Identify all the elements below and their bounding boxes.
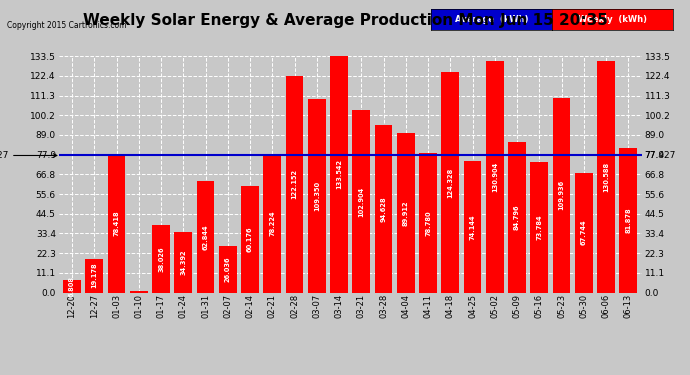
Text: 67.744: 67.744 bbox=[581, 220, 586, 245]
Bar bbox=[152, 225, 170, 292]
Text: 34.392: 34.392 bbox=[180, 249, 186, 275]
Text: 77.427: 77.427 bbox=[644, 151, 676, 160]
Bar bbox=[464, 161, 482, 292]
Text: 94.628: 94.628 bbox=[381, 196, 386, 222]
Text: 6.808: 6.808 bbox=[69, 276, 75, 297]
Bar bbox=[219, 246, 237, 292]
Text: 84.796: 84.796 bbox=[514, 205, 520, 230]
Bar bbox=[375, 125, 393, 292]
Bar bbox=[553, 98, 571, 292]
Text: Weekly  (kWh): Weekly (kWh) bbox=[578, 15, 647, 24]
Text: 130.588: 130.588 bbox=[603, 162, 609, 192]
Text: 77.427: 77.427 bbox=[0, 151, 57, 160]
Bar bbox=[442, 72, 460, 292]
Text: 81.878: 81.878 bbox=[625, 207, 631, 233]
Bar bbox=[86, 258, 104, 292]
Text: Copyright 2015 Cartronics.com: Copyright 2015 Cartronics.com bbox=[7, 21, 126, 30]
Text: 38.026: 38.026 bbox=[158, 246, 164, 272]
Text: 78.780: 78.780 bbox=[425, 210, 431, 236]
Bar bbox=[330, 56, 348, 292]
Text: 109.936: 109.936 bbox=[559, 180, 564, 210]
Text: 74.144: 74.144 bbox=[470, 214, 475, 240]
Text: Average  (kWh): Average (kWh) bbox=[455, 15, 529, 24]
Bar bbox=[308, 99, 326, 292]
Text: 78.224: 78.224 bbox=[269, 210, 275, 236]
Bar bbox=[241, 186, 259, 292]
Bar bbox=[419, 153, 437, 292]
Text: 122.152: 122.152 bbox=[292, 170, 297, 200]
Bar bbox=[353, 110, 371, 292]
Bar bbox=[575, 172, 593, 292]
Bar bbox=[175, 232, 193, 292]
Text: 73.784: 73.784 bbox=[536, 214, 542, 240]
Text: 133.542: 133.542 bbox=[336, 159, 342, 189]
Bar bbox=[286, 76, 304, 292]
Text: 109.350: 109.350 bbox=[314, 181, 319, 211]
Text: 130.904: 130.904 bbox=[492, 162, 497, 192]
Bar bbox=[108, 154, 126, 292]
Text: 26.036: 26.036 bbox=[225, 256, 230, 282]
Text: 102.904: 102.904 bbox=[358, 186, 364, 217]
Bar bbox=[197, 181, 215, 292]
Bar bbox=[397, 134, 415, 292]
Text: 78.418: 78.418 bbox=[114, 210, 119, 236]
Bar bbox=[597, 62, 615, 292]
Text: 62.844: 62.844 bbox=[203, 224, 208, 250]
Text: 89.912: 89.912 bbox=[403, 200, 408, 226]
Bar bbox=[130, 291, 148, 292]
Bar bbox=[531, 162, 549, 292]
Bar bbox=[508, 142, 526, 292]
Bar bbox=[63, 280, 81, 292]
Bar bbox=[264, 154, 282, 292]
Bar bbox=[620, 148, 638, 292]
Text: Weekly Solar Energy & Average Production Mon Jun 15 20:35: Weekly Solar Energy & Average Production… bbox=[83, 13, 607, 28]
Bar bbox=[486, 61, 504, 292]
Text: 60.176: 60.176 bbox=[247, 226, 253, 252]
Text: 19.178: 19.178 bbox=[91, 263, 97, 288]
Text: 124.328: 124.328 bbox=[447, 167, 453, 198]
